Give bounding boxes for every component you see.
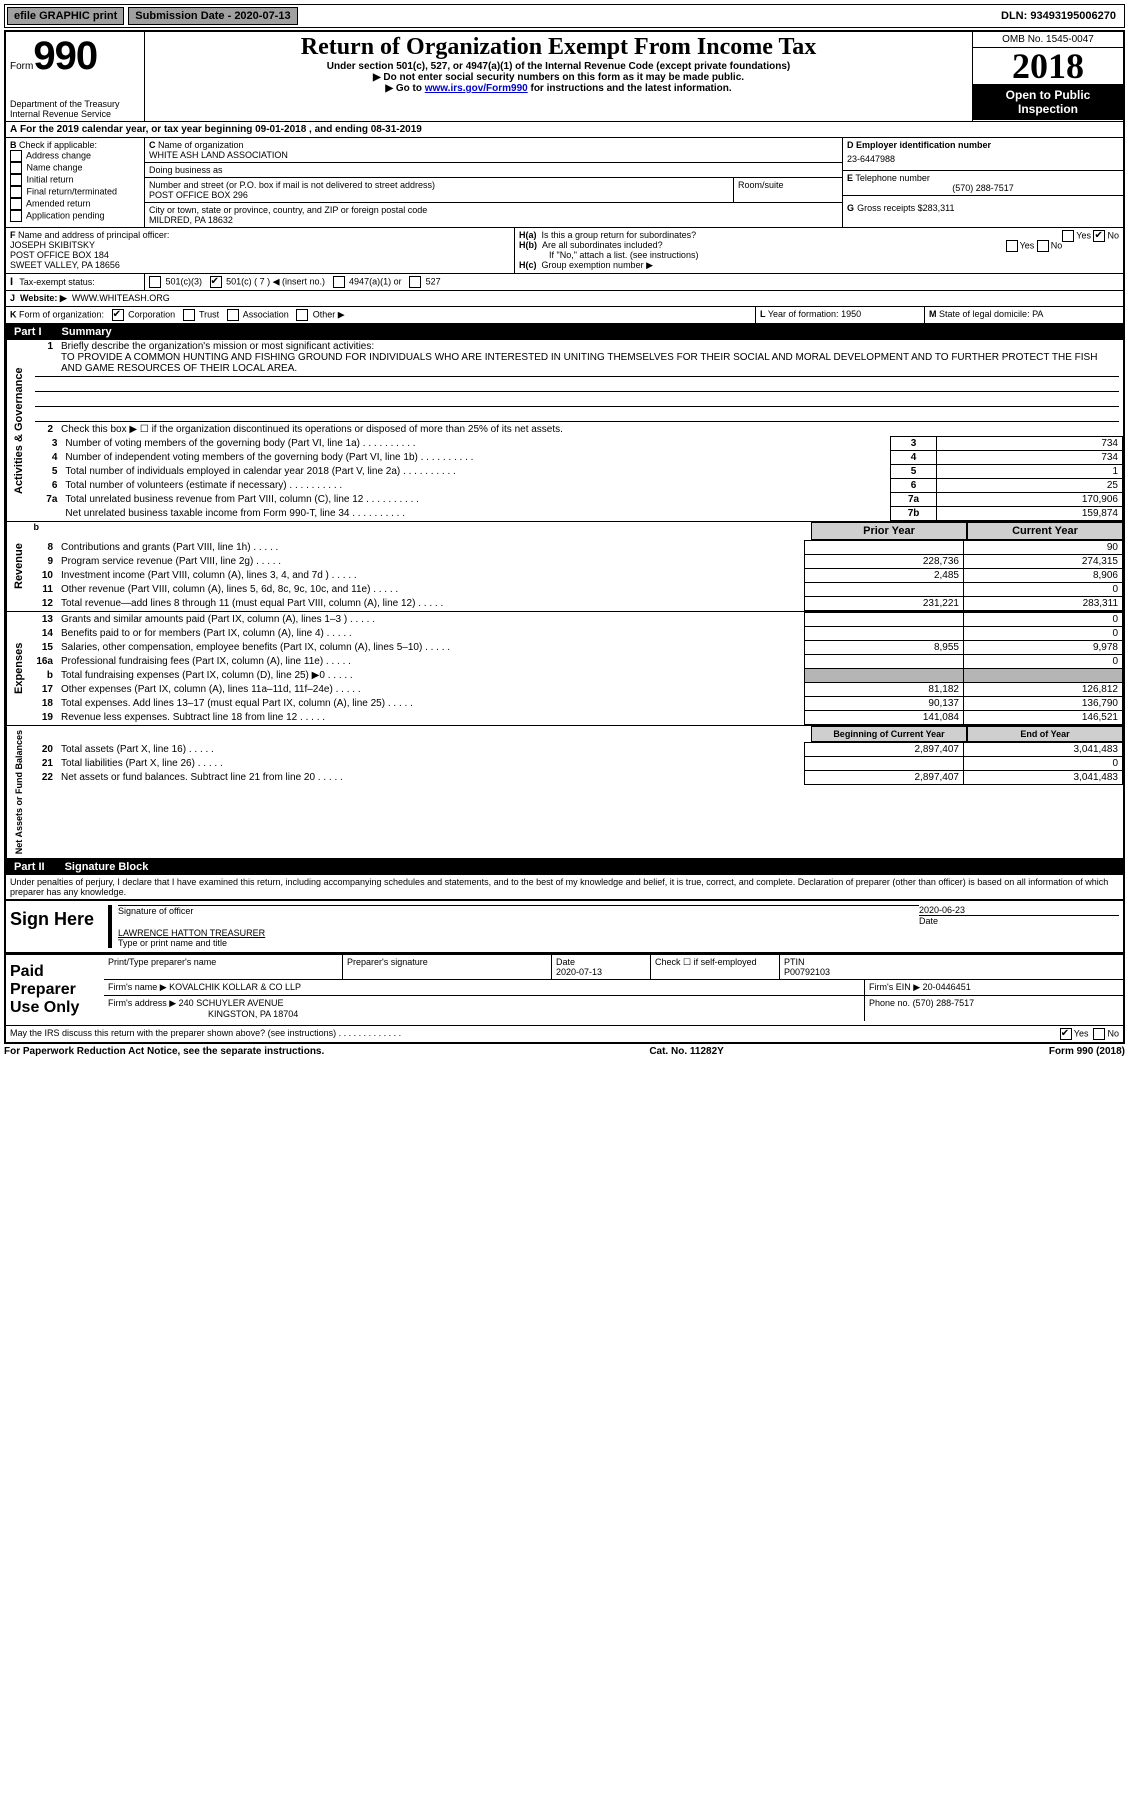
netassets-section: Net Assets or Fund Balances Beginning of…	[6, 726, 1123, 859]
netassets-label: Net Assets or Fund Balances	[6, 726, 31, 858]
j-row: J Website: ▶ WWW.WHITEASH.ORG	[6, 291, 1123, 307]
page-footer: For Paperwork Reduction Act Notice, see …	[4, 1044, 1125, 1059]
city-value: MILDRED, PA 18632	[149, 215, 838, 225]
hb-no-checkbox[interactable]	[1037, 240, 1049, 252]
form-subtitle-3: ▶ Go to www.irs.gov/Form990 for instruct…	[153, 83, 964, 94]
efile-print-button[interactable]: efile GRAPHIC print	[7, 7, 124, 25]
4947-checkbox[interactable]	[333, 276, 345, 288]
instructions-link[interactable]: www.irs.gov/Form990	[425, 83, 528, 94]
sig-date: 2020-06-23	[919, 905, 1119, 915]
501c-checkbox[interactable]	[210, 276, 222, 288]
expenses-label: Expenses	[6, 612, 31, 725]
officer-addr1: POST OFFICE BOX 184	[10, 250, 510, 260]
tax-year: 2018	[973, 48, 1123, 84]
submission-date-button[interactable]: Submission Date - 2020-07-13	[128, 7, 297, 25]
form-header: Form 990 Department of the Treasury Inte…	[6, 32, 1123, 122]
state-domicile: PA	[1032, 309, 1043, 319]
c-name-label: Name of organization	[158, 140, 244, 150]
form-subtitle-2: ▶ Do not enter social security numbers o…	[153, 72, 964, 83]
paid-preparer-label: Paid Preparer Use Only	[6, 955, 104, 1025]
ha-no-checkbox[interactable]	[1093, 230, 1105, 242]
revenue-label: Revenue	[6, 522, 31, 611]
part1-header: Part I Summary	[6, 324, 1123, 340]
i-row: I Tax-exempt status: 501(c)(3) 501(c) ( …	[6, 274, 1123, 291]
paid-preparer-section: Paid Preparer Use Only Print/Type prepar…	[6, 953, 1123, 1026]
mission-text: TO PROVIDE A COMMON HUNTING AND FISHING …	[61, 352, 1097, 374]
hb-yes-checkbox[interactable]	[1006, 240, 1018, 252]
discuss-yes-checkbox[interactable]	[1060, 1028, 1072, 1040]
hc-label: Group exemption number ▶	[542, 260, 653, 270]
activities-label: Activities & Governance	[6, 340, 31, 521]
form-word: Form	[10, 61, 33, 72]
gross-label: Gross receipts $	[857, 203, 923, 213]
klm-row: K Form of organization: Corporation Trus…	[6, 307, 1123, 324]
ein-value: 23-6447988	[847, 150, 1119, 168]
ha-yes-checkbox[interactable]	[1062, 230, 1074, 242]
form-number: 990	[33, 34, 97, 79]
trust-checkbox[interactable]	[183, 309, 195, 321]
form-title: Return of Organization Exempt From Incom…	[153, 34, 964, 61]
org-name: WHITE ASH LAND ASSOCIATION	[149, 150, 838, 160]
officer-signed-name: LAWRENCE HATTON TREASURER	[118, 928, 919, 938]
b-opt-checkbox[interactable]	[10, 186, 22, 198]
firm-addr2: KINGSTON, PA 18704	[108, 1009, 298, 1019]
dept-label: Department of the Treasury Internal Reve…	[10, 99, 140, 119]
phone-label: Telephone number	[855, 173, 930, 183]
website-value: WWW.WHITEASH.ORG	[72, 293, 170, 303]
fh-block: F Name and address of principal officer:…	[6, 228, 1123, 274]
open-public-badge: Open to Public Inspection	[973, 84, 1123, 120]
prep-phone: (570) 288-7517	[913, 998, 975, 1008]
addr-value: POST OFFICE BOX 296	[149, 190, 729, 200]
expenses-section: Expenses 13Grants and similar amounts pa…	[6, 612, 1123, 726]
part2-header: Part II Signature Block	[6, 859, 1123, 875]
ptin-value: P00792103	[784, 967, 830, 977]
hb-label: Are all subordinates included?	[542, 240, 663, 250]
b-opt-checkbox[interactable]	[10, 210, 22, 222]
officer-addr2: SWEET VALLEY, PA 18656	[10, 260, 510, 270]
prep-date: 2020-07-13	[556, 967, 602, 977]
phone-value: (570) 288-7517	[847, 183, 1119, 193]
dba-label: Doing business as	[149, 165, 838, 175]
city-label: City or town, state or province, country…	[149, 205, 838, 215]
b-opt-checkbox[interactable]	[10, 198, 22, 210]
prior-current-header: Revenue b Prior Year Current Year 8Contr…	[6, 522, 1123, 612]
form-container: Form 990 Department of the Treasury Inte…	[4, 30, 1125, 1044]
501c3-checkbox[interactable]	[149, 276, 161, 288]
b-opt-checkbox[interactable]	[10, 174, 22, 186]
ein-label: Employer identification number	[856, 140, 991, 150]
b-opt-checkbox[interactable]	[10, 150, 22, 162]
corp-checkbox[interactable]	[112, 309, 124, 321]
activities-section: Activities & Governance 1Briefly describ…	[6, 340, 1123, 522]
assoc-checkbox[interactable]	[227, 309, 239, 321]
b-label: Check if applicable:	[19, 140, 97, 150]
q2-text: Check this box ▶ ☐ if the organization d…	[57, 423, 1123, 436]
sig-officer-label: Signature of officer	[118, 906, 919, 916]
form-subtitle-1: Under section 501(c), 527, or 4947(a)(1)…	[153, 61, 964, 72]
self-employed-check[interactable]: Check ☐ if self-employed	[651, 955, 780, 979]
addr-label: Number and street (or P.O. box if mail i…	[149, 180, 729, 190]
sign-here-label: Sign Here	[6, 901, 104, 952]
527-checkbox[interactable]	[409, 276, 421, 288]
header-block: B Check if applicable: Address change Na…	[6, 138, 1123, 228]
line-a: A For the 2019 calendar year, or tax yea…	[6, 122, 1123, 138]
b-opt-checkbox[interactable]	[10, 162, 22, 174]
sign-here-section: Sign Here Signature of officer LAWRENCE …	[6, 899, 1123, 953]
officer-label: Name and address of principal officer:	[18, 230, 169, 240]
discuss-row: May the IRS discuss this return with the…	[6, 1026, 1123, 1042]
room-label: Room/suite	[738, 180, 838, 190]
other-checkbox[interactable]	[296, 309, 308, 321]
firm-ein: 20-0446451	[923, 982, 971, 992]
firm-name: KOVALCHIK KOLLAR & CO LLP	[169, 982, 301, 992]
year-formation: 1950	[841, 309, 861, 319]
discuss-no-checkbox[interactable]	[1093, 1028, 1105, 1040]
gross-value: 283,311	[923, 203, 955, 213]
dln-label: DLN: 93493195006270	[993, 8, 1124, 24]
topbar: efile GRAPHIC print Submission Date - 20…	[4, 4, 1125, 28]
officer-name: JOSEPH SKIBITSKY	[10, 240, 510, 250]
ha-label: Is this a group return for subordinates?	[542, 230, 697, 240]
firm-addr1: 240 SCHUYLER AVENUE	[179, 998, 284, 1008]
declaration-text: Under penalties of perjury, I declare th…	[6, 875, 1123, 899]
